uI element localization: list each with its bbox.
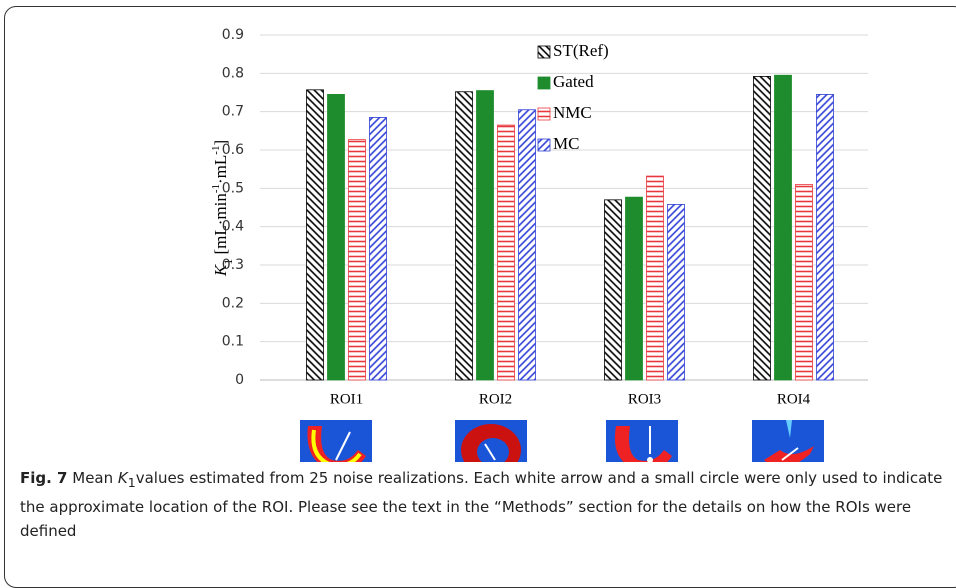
x-tick-label: ROI3 <box>628 391 661 407</box>
bar <box>327 94 345 381</box>
bar <box>625 196 643 381</box>
bar <box>646 175 664 381</box>
x-tick-label: ROI1 <box>330 391 363 407</box>
bar <box>369 117 387 381</box>
caption-text: Mean <box>72 469 118 487</box>
legend-label: MC <box>553 134 579 153</box>
bar <box>774 74 792 381</box>
y-tick-label: 0.4 <box>222 219 244 235</box>
y-label-part: -1 <box>210 146 222 155</box>
x-tick-label: ROI2 <box>479 391 512 407</box>
y-tick-label: 0.2 <box>222 295 244 311</box>
y-tick-label: 0.1 <box>222 334 244 350</box>
legend-swatch <box>537 45 551 59</box>
chart: K1 [mL·min-1·mL-1] 00.10.20.30.40.50.60.… <box>210 27 868 462</box>
caption-label: Fig. 7 <box>20 469 68 487</box>
caption-text: K <box>117 469 128 487</box>
bar <box>795 184 813 381</box>
y-label-part: [mL·min <box>211 193 230 259</box>
y-tick-label: 0.3 <box>222 257 244 273</box>
bar <box>667 204 685 381</box>
y-tick-label: 0.5 <box>222 180 244 196</box>
bar <box>306 89 324 381</box>
y-tick-label: 0 <box>235 372 244 388</box>
legend-label: NMC <box>553 103 592 122</box>
bar <box>455 91 473 381</box>
y-label-part: 1 <box>221 259 235 265</box>
caption-text: 1 <box>127 475 136 490</box>
y-tick-label: 0.9 <box>222 27 244 43</box>
caption: Fig. 7 Mean K1values estimated from 25 n… <box>20 466 945 543</box>
y-label-part: -1 <box>210 184 222 193</box>
y-tick-label: 0.8 <box>222 65 244 81</box>
bar <box>753 76 771 381</box>
y-label-part: ·mL <box>211 155 230 184</box>
legend-swatch <box>537 76 551 90</box>
bar <box>497 124 515 381</box>
page: K1 [mL·min-1·mL-1] 0 0.1 0.2 0.3 0.4 0.5 0.6 0.… <box>4 6 956 588</box>
bar <box>518 109 536 381</box>
y-axis-label: K1 [mL·min-1·mL-1] <box>210 140 235 277</box>
legend-label: ST(Ref) <box>553 41 609 60</box>
bar <box>476 90 494 381</box>
bar <box>604 199 622 381</box>
x-tick-label: ROI4 <box>777 391 811 407</box>
legend-swatch <box>537 107 551 121</box>
y-tick-label: 0.7 <box>222 104 244 120</box>
bar <box>348 139 366 381</box>
y-tick-label: 0.6 <box>222 142 244 158</box>
roi-thumbnails <box>300 420 824 462</box>
legend-swatch <box>537 138 551 152</box>
y-label-part: K <box>211 263 230 277</box>
y-label-part: ] <box>211 140 230 146</box>
bar <box>816 94 834 381</box>
caption-text: values estimated from 25 noise realizati… <box>20 469 943 540</box>
legend-label: Gated <box>553 72 594 91</box>
